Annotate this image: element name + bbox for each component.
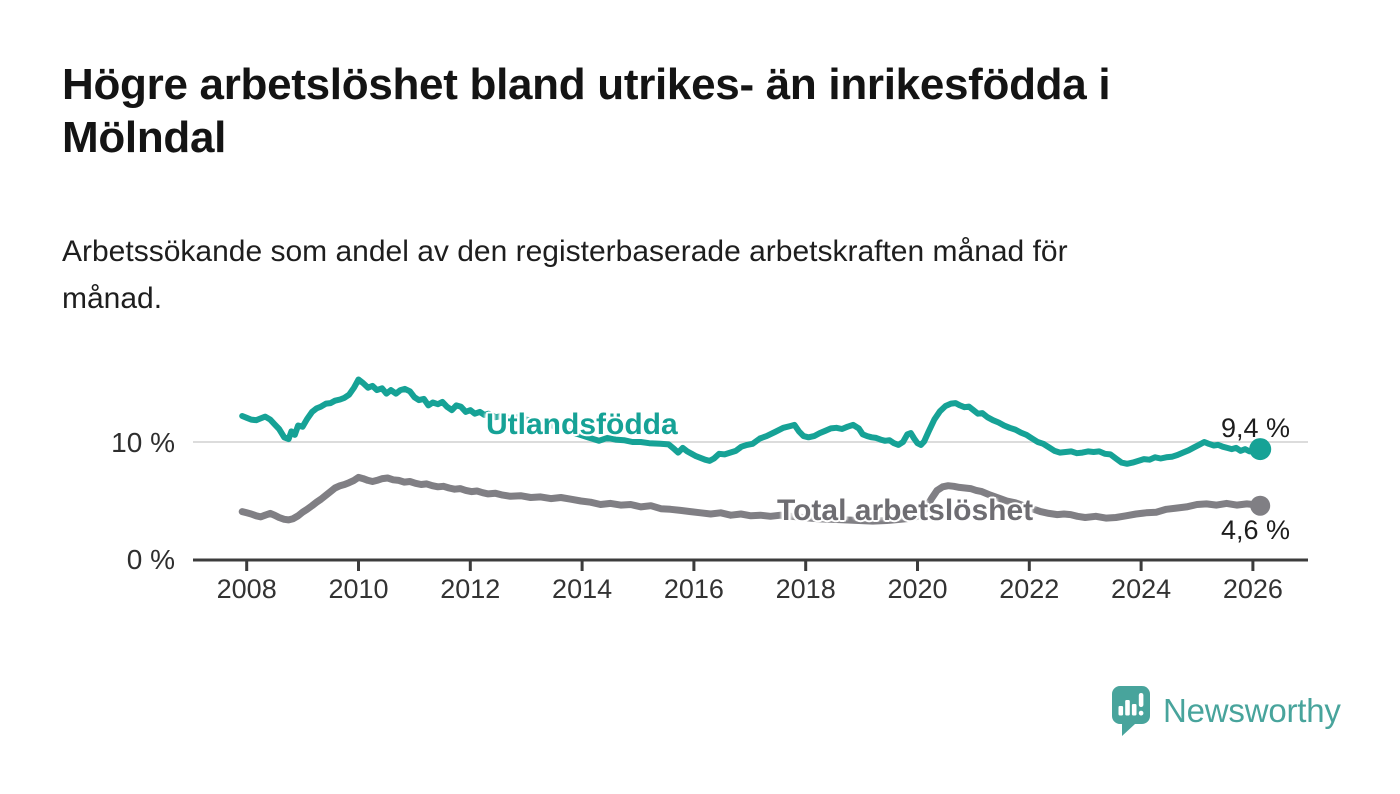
x-tick-label: 2024 bbox=[1111, 574, 1172, 604]
end-value-label-utlandsfodda: 9,4 % bbox=[1220, 413, 1290, 443]
x-tick-label: 2020 bbox=[887, 574, 948, 604]
end-value-label-total-arbetsloshet: 4,6 % bbox=[1220, 515, 1290, 545]
chart-title: Högre arbetslöshet bland utrikes- än inr… bbox=[62, 60, 1111, 162]
series-label-total-arbetsloshet: Total arbetslöshet bbox=[777, 494, 1034, 527]
x-tick-label: 2026 bbox=[1222, 574, 1283, 604]
x-tick-label: 2008 bbox=[216, 574, 277, 604]
x-tick-label: 2016 bbox=[663, 574, 724, 604]
x-tick-label: 2018 bbox=[775, 574, 836, 604]
x-tick-label: 2012 bbox=[440, 574, 501, 604]
series-label-utlandsfodda: Utlandsfödda bbox=[486, 408, 678, 441]
chart-subtitle: Arbetssökande som andel av den registerb… bbox=[62, 235, 1068, 315]
x-tick-label: 2022 bbox=[999, 574, 1060, 604]
newsworthy-wordmark: Newsworthy bbox=[1163, 691, 1341, 729]
y-axis-label-10: 10 % bbox=[111, 427, 175, 458]
x-tick-label: 2010 bbox=[328, 574, 389, 604]
newsworthy-logo-icon bbox=[1112, 685, 1150, 736]
y-axis-label-0: 0 % bbox=[126, 544, 175, 575]
x-tick-label: 2014 bbox=[552, 574, 613, 604]
newsworthy-branding: Newsworthy bbox=[1112, 684, 1341, 737]
